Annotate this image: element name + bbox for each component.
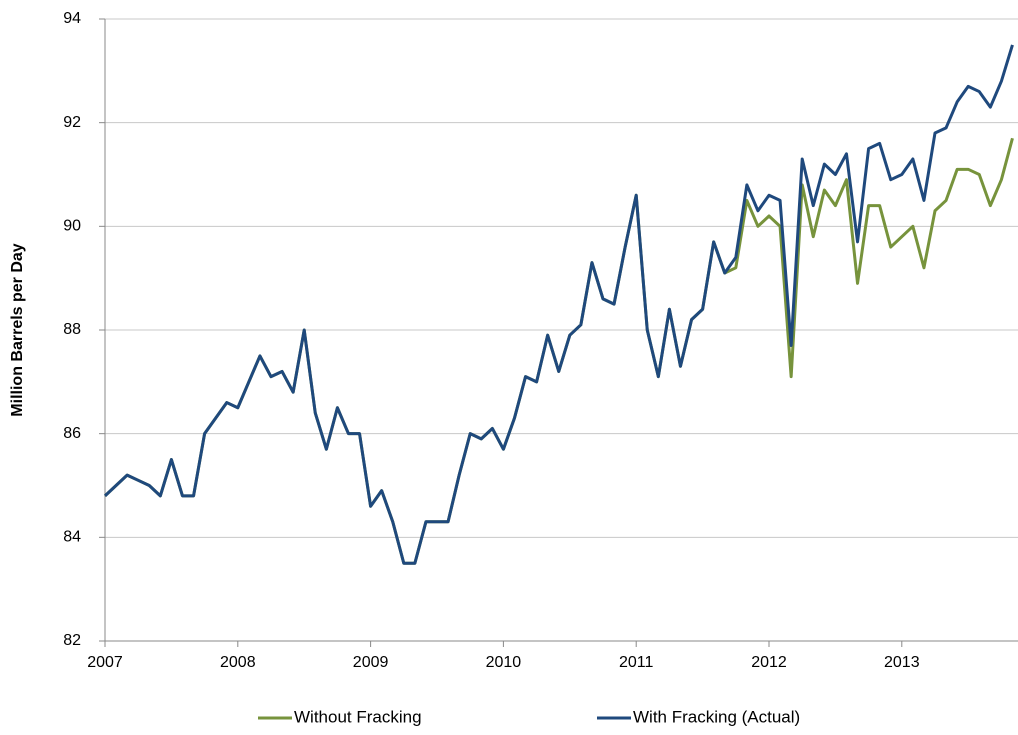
y-tick-label: 94 (63, 10, 81, 27)
legend-label: With Fracking (Actual) (633, 707, 800, 726)
x-tick-label: 2007 (87, 654, 123, 671)
data-line (103, 44, 1014, 565)
data-line (103, 137, 1014, 565)
legend-label: Without Fracking (294, 707, 422, 726)
x-tick-label: 2008 (220, 654, 256, 671)
y-tick-label: 86 (63, 425, 81, 442)
y-tick-label: 84 (63, 529, 81, 546)
x-tick-label: 2013 (884, 654, 920, 671)
y-tick-label: 90 (63, 218, 81, 235)
x-tick-label: 2009 (353, 654, 389, 671)
y-tick-label: 88 (63, 321, 81, 338)
x-tick-label: 2011 (619, 654, 654, 671)
x-tick-label: 2012 (751, 654, 787, 671)
y-tick-label: 82 (63, 632, 81, 649)
x-tick-label: 2010 (486, 654, 522, 671)
y-axis-title: Million Barrels per Day (9, 243, 26, 416)
y-tick-label: 92 (63, 114, 81, 131)
